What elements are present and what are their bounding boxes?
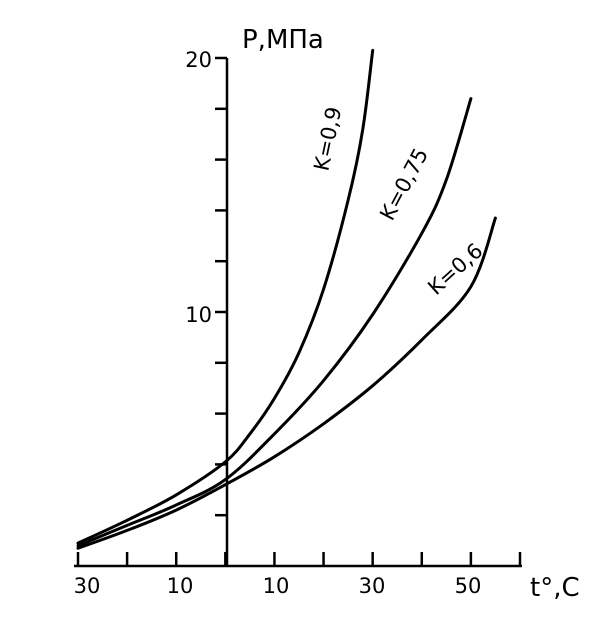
- y-tick-label-10: 10: [185, 303, 212, 327]
- series-label-k09: K=0,9: [309, 105, 346, 173]
- x-tick-label-30: 30: [359, 574, 386, 598]
- curve-k-0-9: [76, 48, 375, 545]
- x-tick-label-10: 10: [263, 574, 290, 598]
- x-tick-label-50: 50: [455, 574, 482, 598]
- y-tick-label-20: 20: [185, 48, 212, 72]
- axes: [74, 58, 522, 568]
- curves: [76, 48, 497, 550]
- x-axis-title: t°,C: [530, 573, 580, 603]
- y-axis-title: P,МПа: [242, 25, 324, 55]
- series-label-k075: K=0,75: [375, 144, 433, 224]
- curve-k-0-75: [76, 97, 473, 548]
- x-tick-label-minus30: 30: [74, 574, 101, 598]
- ticks: [76, 56, 522, 566]
- x-tick-label-minus10: 10: [167, 574, 194, 598]
- curve-k-0-6: [76, 216, 497, 550]
